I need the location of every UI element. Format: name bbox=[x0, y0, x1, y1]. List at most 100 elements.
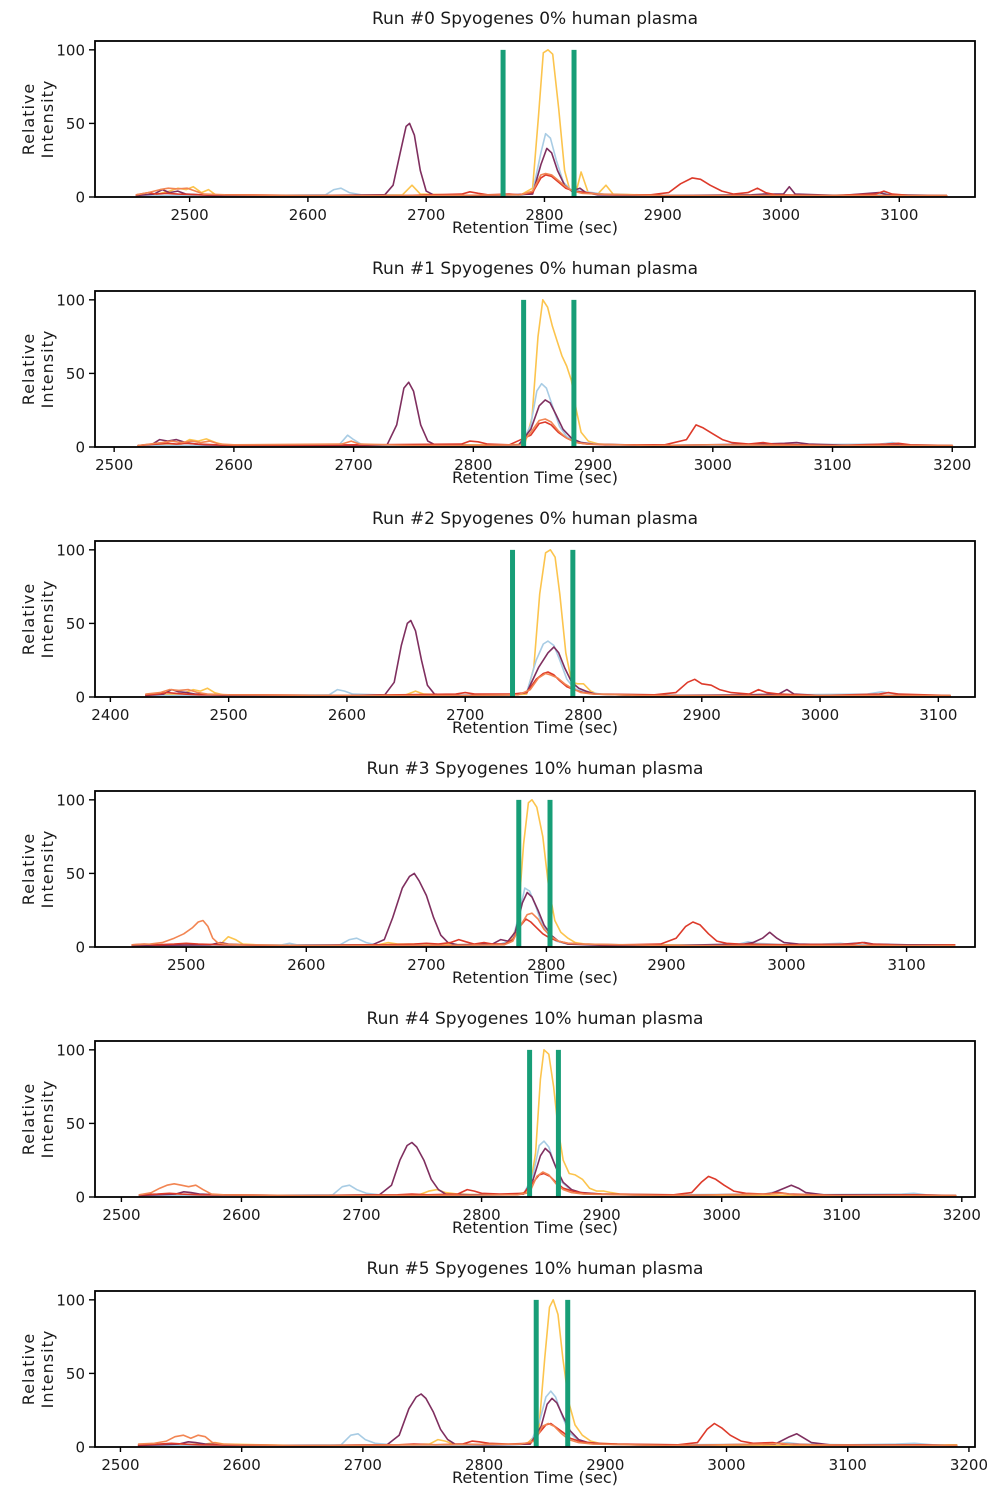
y-tick-label: 0 bbox=[75, 1189, 85, 1207]
axes-box bbox=[94, 540, 976, 698]
plot-title: Run #4 Spyogenes 10% human plasma bbox=[366, 1009, 704, 1029]
plot-title: Run #3 Spyogenes 10% human plasma bbox=[366, 759, 704, 779]
y-tick-label: 50 bbox=[66, 115, 85, 133]
trace-lightblue bbox=[137, 1390, 958, 1447]
y-tick-label: 0 bbox=[75, 689, 85, 707]
trace-purple bbox=[138, 1141, 957, 1197]
x-tick-label: 2800 bbox=[527, 956, 565, 974]
y-tick-label: 100 bbox=[56, 291, 85, 309]
y-tick-label: 0 bbox=[75, 439, 85, 457]
x-tick-label: 3000 bbox=[801, 706, 839, 724]
trace-red bbox=[138, 1172, 957, 1197]
x-axis-label: Retention Time (sec) bbox=[452, 468, 618, 487]
x-tick-label: 2900 bbox=[683, 706, 721, 724]
x-tick-label: 2700 bbox=[407, 206, 445, 224]
y-tick-label: 0 bbox=[75, 1439, 85, 1457]
y-tick-label: 50 bbox=[66, 615, 85, 633]
x-axis-label: Retention Time (sec) bbox=[452, 968, 618, 987]
trace-red bbox=[145, 671, 952, 697]
x-tick-label: 2500 bbox=[101, 1456, 139, 1474]
x-tick-label: 3100 bbox=[829, 1456, 867, 1474]
x-tick-label: 2700 bbox=[344, 1456, 382, 1474]
plot-title: Run #1 Spyogenes 0% human plasma bbox=[371, 259, 699, 279]
trace-purple bbox=[137, 381, 954, 447]
y-tick-label: 50 bbox=[66, 365, 85, 383]
trace-yellow bbox=[138, 1048, 957, 1197]
x-tick-label: 3000 bbox=[703, 1206, 741, 1224]
trace-red bbox=[137, 1422, 958, 1447]
x-tick-label: 2800 bbox=[462, 1206, 500, 1224]
trace-orange bbox=[137, 418, 954, 447]
x-tick-label: 2500 bbox=[102, 1206, 140, 1224]
y-tick-label: 50 bbox=[66, 865, 85, 883]
x-tick-label: 3100 bbox=[813, 456, 851, 474]
x-axis-label: Retention Time (sec) bbox=[452, 718, 618, 737]
x-tick-label: 2600 bbox=[287, 956, 325, 974]
x-tick-label: 2700 bbox=[342, 1206, 380, 1224]
y-tick-label: 0 bbox=[75, 189, 85, 207]
x-tick-label: 2700 bbox=[446, 706, 484, 724]
x-tick-label: 2600 bbox=[289, 206, 327, 224]
axes-box bbox=[94, 1040, 976, 1198]
trace-red bbox=[137, 421, 954, 447]
x-tick-label: 2500 bbox=[95, 456, 133, 474]
x-tick-label: 2800 bbox=[525, 206, 563, 224]
x-tick-label: 2900 bbox=[644, 206, 682, 224]
y-tick-label: 100 bbox=[56, 791, 85, 809]
x-tick-label: 2800 bbox=[454, 456, 492, 474]
x-tick-label: 2600 bbox=[328, 706, 366, 724]
x-tick-label: 2900 bbox=[583, 1206, 621, 1224]
subplot-run-5: Run #5 Spyogenes 10% human plasma Relati… bbox=[0, 1250, 1000, 1500]
subplot-run-3: Run #3 Spyogenes 10% human plasma Relati… bbox=[0, 750, 1000, 1000]
axes-box bbox=[94, 790, 976, 948]
trace-orange bbox=[137, 1422, 958, 1447]
plot-title: Run #0 Spyogenes 0% human plasma bbox=[371, 9, 699, 29]
x-tick-label: 2600 bbox=[222, 1206, 260, 1224]
trace-purple bbox=[145, 619, 952, 697]
x-tick-label: 3000 bbox=[707, 1456, 745, 1474]
x-tick-label: 3200 bbox=[933, 456, 971, 474]
plot-canvas: 2500 2600 2700 2800 2900 3000 3100 3200 0 50 100 bbox=[56, 290, 976, 474]
subplot-run-0: Run #0 Spyogenes 0% human plasma Relativ… bbox=[0, 0, 1000, 250]
y-tick-label: 50 bbox=[66, 1365, 85, 1383]
x-tick-label: 3100 bbox=[919, 706, 957, 724]
x-axis-label: Retention Time (sec) bbox=[452, 1468, 618, 1487]
trace-lightblue bbox=[137, 382, 954, 447]
x-tick-label: 2900 bbox=[574, 456, 612, 474]
plot-title: Run #2 Spyogenes 0% human plasma bbox=[371, 509, 699, 529]
y-tick-label: 100 bbox=[56, 1041, 85, 1059]
trace-purple bbox=[135, 122, 948, 197]
subplot-run-2: Run #2 Spyogenes 0% human plasma Relativ… bbox=[0, 500, 1000, 750]
plot-title: Run #5 Spyogenes 10% human plasma bbox=[366, 1259, 704, 1279]
axes-box bbox=[94, 40, 976, 198]
x-tick-label: 2500 bbox=[171, 206, 209, 224]
x-tick-label: 2500 bbox=[210, 706, 248, 724]
trace-purple bbox=[137, 1393, 958, 1447]
subplot-run-1: Run #1 Spyogenes 0% human plasma Relativ… bbox=[0, 250, 1000, 500]
trace-purple bbox=[131, 872, 956, 947]
trace-lightblue bbox=[131, 887, 956, 947]
x-tick-label: 3000 bbox=[767, 956, 805, 974]
plot-canvas: 2500 2600 2700 2800 2900 3000 3100 3200 0 50 100 bbox=[56, 1290, 988, 1474]
axes-box bbox=[94, 290, 976, 448]
trace-lightblue bbox=[138, 1140, 957, 1197]
subplot-run-4: Run #4 Spyogenes 10% human plasma Relati… bbox=[0, 1000, 1000, 1250]
x-tick-label: 3000 bbox=[762, 206, 800, 224]
trace-lightblue bbox=[145, 640, 952, 697]
plot-canvas: 2400 2500 2600 2700 2800 2900 3000 3100 0 50 100 bbox=[56, 540, 976, 724]
trace-orange bbox=[145, 672, 952, 697]
x-tick-label: 2500 bbox=[167, 956, 205, 974]
trace-orange bbox=[138, 1171, 957, 1197]
x-tick-label: 3100 bbox=[880, 206, 918, 224]
x-tick-label: 2800 bbox=[564, 706, 602, 724]
x-axis-label: Retention Time (sec) bbox=[452, 1218, 618, 1237]
y-tick-label: 100 bbox=[56, 541, 85, 559]
x-axis-label: Retention Time (sec) bbox=[452, 218, 618, 237]
y-tick-label: 100 bbox=[56, 41, 85, 59]
trace-red bbox=[135, 174, 948, 197]
trace-yellow bbox=[135, 48, 948, 197]
axes-box bbox=[94, 1290, 976, 1448]
trace-yellow bbox=[137, 298, 954, 447]
plot-canvas: 2500 2600 2700 2800 2900 3000 3100 3200 0 50 100 bbox=[56, 1040, 981, 1224]
